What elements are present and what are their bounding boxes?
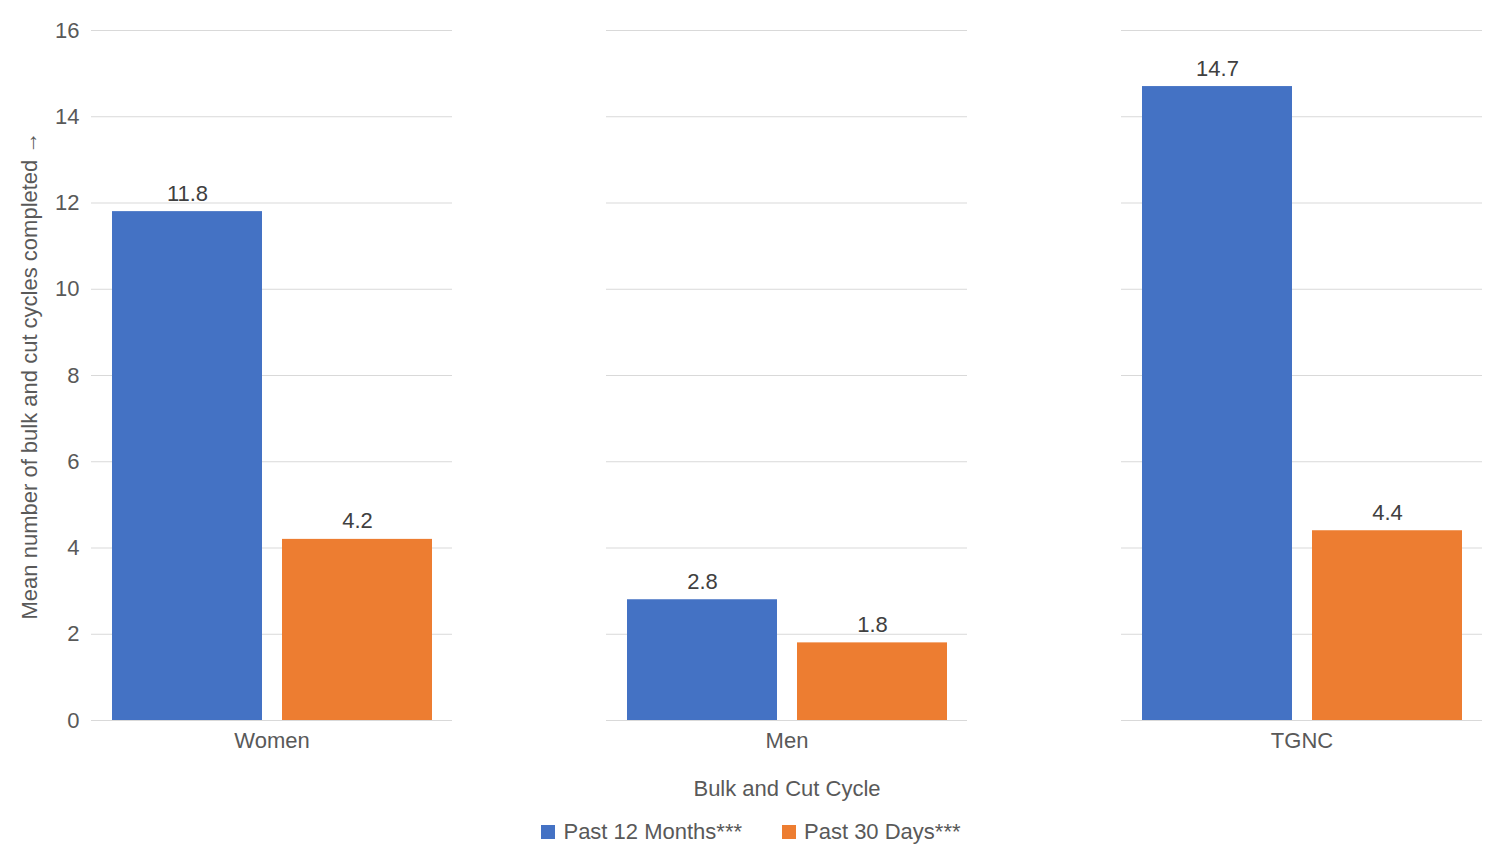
svg-text:4: 4 <box>67 535 79 560</box>
svg-text:12: 12 <box>55 190 79 215</box>
svg-text:8: 8 <box>67 363 79 388</box>
svg-text:0: 0 <box>67 708 79 733</box>
svg-text:16: 16 <box>55 18 79 43</box>
svg-text:Women: Women <box>234 728 309 753</box>
svg-text:2: 2 <box>67 621 79 646</box>
svg-text:2.8: 2.8 <box>687 569 718 594</box>
svg-text:4.2: 4.2 <box>342 508 373 533</box>
svg-text:Men: Men <box>766 728 809 753</box>
svg-text:TGNC: TGNC <box>1271 728 1333 753</box>
html-text:Past 30 Days***: Past 30 Days*** <box>804 819 961 844</box>
svg-text:4.4: 4.4 <box>1372 500 1403 525</box>
svg-text:Bulk and Cut Cycle: Bulk and Cut Cycle <box>693 776 880 801</box>
svg-text:Mean number of bulk and cut cy: Mean number of bulk and cut cycles compl… <box>17 132 42 620</box>
html-text:Past 12 Months***: Past 12 Months*** <box>563 819 742 844</box>
svg-text:11.8: 11.8 <box>167 181 208 206</box>
svg-text:14: 14 <box>55 104 79 129</box>
svg-text:10: 10 <box>55 276 79 301</box>
svg-text:1.8: 1.8 <box>857 612 888 637</box>
svg-text:6: 6 <box>67 449 79 474</box>
svg-text:14.7: 14.7 <box>1196 56 1239 81</box>
